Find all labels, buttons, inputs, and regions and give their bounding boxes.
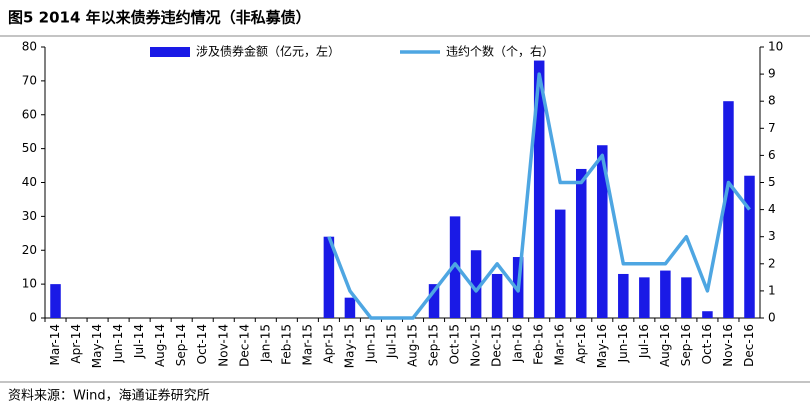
x-tick-label: May-16 xyxy=(595,324,609,368)
bar xyxy=(554,209,566,318)
source: 资料来源：Wind，海通证券研究所 xyxy=(8,388,210,404)
x-tick-label: Apr-15 xyxy=(321,324,335,364)
x-tick-label: Jul-16 xyxy=(637,324,651,359)
bar xyxy=(323,236,335,318)
x-tick-label: Sep-15 xyxy=(427,324,441,366)
x-tick-label: Mar-16 xyxy=(553,324,567,365)
x-tick-label: Jan-16 xyxy=(511,324,525,363)
x-tick-label: Nov-14 xyxy=(216,324,230,367)
x-tick-label: Mar-15 xyxy=(300,324,314,365)
bar xyxy=(575,168,587,318)
x-tick-label: Aug-15 xyxy=(406,324,420,367)
x-tick-label: May-15 xyxy=(342,324,356,368)
x-tick-label: Jul-15 xyxy=(384,324,398,359)
y-tick-label: 20 xyxy=(22,243,37,257)
x-tick-label: Oct-14 xyxy=(195,324,209,364)
legend-label: 违约个数（个，右） xyxy=(446,44,554,59)
x-tick-label: Dec-15 xyxy=(490,324,504,367)
chart-title: 图5 2014 年以来债券违约情况（非私募债） xyxy=(8,9,311,27)
y-tick-label: 0 xyxy=(29,311,37,325)
x-tick-label: Mar-14 xyxy=(48,324,62,365)
x-tick-label: Apr-16 xyxy=(574,324,588,364)
bar xyxy=(639,277,650,318)
line xyxy=(327,72,751,320)
x-tick-label: Jun-15 xyxy=(363,324,377,363)
bar xyxy=(344,297,356,318)
x-tick-label: Feb-15 xyxy=(279,324,293,365)
y2-tick-label: 5 xyxy=(768,175,776,189)
bar xyxy=(618,273,629,318)
bar xyxy=(470,250,482,318)
y2-tick-label: 0 xyxy=(768,311,776,325)
bar xyxy=(702,311,713,318)
x-tick-label: Oct-15 xyxy=(448,324,462,364)
bar xyxy=(744,175,755,318)
bar xyxy=(723,101,734,318)
x-tick-label: Jan-15 xyxy=(258,324,272,363)
bar xyxy=(597,145,608,318)
y2-tick-label: 6 xyxy=(768,148,776,162)
x-tick-label: Feb-16 xyxy=(532,324,546,365)
bar xyxy=(449,216,461,318)
y2-tick-label: 4 xyxy=(768,202,776,216)
y2-tick-label: 9 xyxy=(768,67,776,81)
x-tick-label: Oct-16 xyxy=(700,324,714,364)
x-tick-label: May-14 xyxy=(90,324,104,368)
y-tick-label: 10 xyxy=(22,277,37,291)
legend-label: 涉及债券金额（亿元，左） xyxy=(196,44,340,59)
x-tick-label: Sep-14 xyxy=(174,324,188,366)
bar xyxy=(50,284,61,318)
y-tick-label: 50 xyxy=(22,141,37,155)
x-tick-label: Apr-14 xyxy=(69,324,83,364)
y-tick-label: 80 xyxy=(22,40,37,54)
x-tick-label: Sep-16 xyxy=(679,324,693,366)
legend-swatch xyxy=(150,47,190,57)
y2-tick-label: 7 xyxy=(768,121,776,135)
bar xyxy=(660,270,671,318)
y-tick-label: 30 xyxy=(22,209,37,223)
x-tick-label: Aug-14 xyxy=(153,324,167,367)
x-tick-label: Nov-16 xyxy=(721,324,735,367)
y2-tick-label: 1 xyxy=(768,283,776,297)
x-tick-label: Aug-16 xyxy=(658,324,672,367)
bar xyxy=(491,273,503,318)
y-tick-label: 60 xyxy=(22,107,37,121)
x-tick-label: Jun-14 xyxy=(111,324,125,363)
bar xyxy=(533,60,545,319)
x-tick-label: Nov-15 xyxy=(469,324,483,367)
y-tick-label: 40 xyxy=(22,175,37,189)
y2-tick-label: 2 xyxy=(768,256,776,270)
y2-tick-label: 10 xyxy=(768,40,783,54)
bar xyxy=(681,277,692,318)
bar xyxy=(428,284,440,318)
y2-tick-label: 3 xyxy=(768,229,776,243)
x-tick-label: Dec-14 xyxy=(237,324,251,367)
y2-tick-label: 8 xyxy=(768,94,776,108)
x-tick-label: Jul-14 xyxy=(132,324,146,359)
x-tick-label: Dec-16 xyxy=(742,324,756,367)
x-tick-label: Jun-16 xyxy=(616,324,630,363)
y-tick-label: 70 xyxy=(22,73,37,87)
